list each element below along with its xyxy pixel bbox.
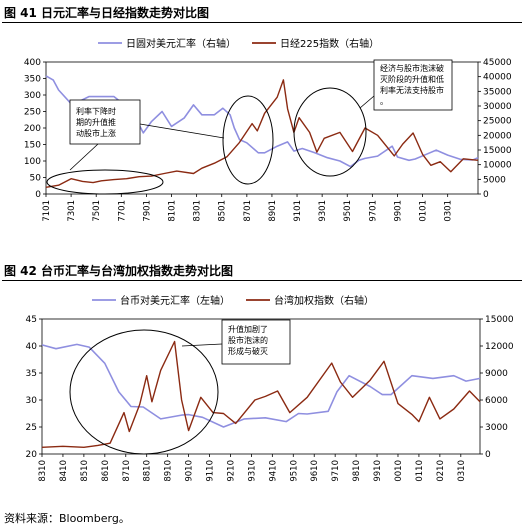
highlight-ellipse-1987 bbox=[222, 95, 274, 185]
annotation-box-3 bbox=[221, 319, 291, 365]
x-tick-label: 9101 bbox=[293, 200, 303, 222]
y-left-tick-label: 45 bbox=[26, 315, 37, 325]
y-left-tick-label: 30 bbox=[26, 396, 38, 406]
y-left-tick-label: 150 bbox=[24, 141, 41, 151]
legend-fx-label: 台币对美元汇率（左轴） bbox=[120, 294, 230, 307]
y-right-tick-label: 15000 bbox=[483, 146, 512, 156]
x-tick-label: 8410 bbox=[59, 460, 69, 482]
x-tick-label: 9110 bbox=[206, 460, 216, 482]
legend-fx-label: 日圆对美元汇率（右轴） bbox=[126, 37, 236, 50]
x-tick-label: 9910 bbox=[373, 460, 383, 482]
x-tick-label: 0301 bbox=[444, 200, 454, 222]
y-left-tick-label: 20 bbox=[26, 450, 38, 460]
highlight-ellipse-bubble bbox=[69, 329, 219, 455]
figure-42-rule bbox=[2, 280, 522, 281]
x-tick-label: 8710 bbox=[122, 460, 132, 482]
x-tick-label: 0110 bbox=[415, 460, 425, 482]
x-tick-label: 7701 bbox=[117, 200, 127, 222]
y-left-tick-label: 100 bbox=[24, 157, 41, 167]
y-left-tick-label: 350 bbox=[24, 75, 41, 85]
highlight-ellipse-1970s bbox=[46, 169, 164, 195]
annotation-arrow-3 bbox=[181, 343, 223, 347]
y-left-tick-label: 25 bbox=[26, 423, 37, 433]
x-tick-label: 8101 bbox=[168, 200, 178, 222]
x-tick-label: 7901 bbox=[142, 200, 152, 222]
source-note: 资料来源：Bloomberg。 bbox=[4, 512, 130, 525]
y-right-tick-label: 45000 bbox=[483, 58, 512, 68]
x-tick-label: 9210 bbox=[226, 460, 236, 482]
series-index-line bbox=[45, 79, 479, 188]
x-tick-label: 9310 bbox=[247, 460, 257, 482]
y-left-tick-label: 0 bbox=[35, 190, 41, 200]
y-right-tick-label: 5000 bbox=[483, 175, 506, 185]
y-right-tick-label: 10000 bbox=[483, 161, 512, 171]
x-tick-label: 7301 bbox=[67, 200, 77, 222]
series-index-line bbox=[41, 340, 481, 449]
figure-41-title: 图 41 日元汇率与日经指数走势对比图 bbox=[4, 6, 210, 20]
x-tick-label: 8301 bbox=[193, 200, 203, 222]
series-fx-line bbox=[41, 343, 481, 428]
y-right-tick-label: 6000 bbox=[485, 396, 508, 406]
x-tick-label: 9301 bbox=[318, 200, 328, 222]
annotation-box-2 bbox=[373, 59, 453, 111]
y-right-tick-label: 20000 bbox=[483, 131, 512, 141]
x-tick-label: 9810 bbox=[352, 460, 362, 482]
plot-frame bbox=[41, 318, 481, 455]
x-tick-label: 9710 bbox=[331, 460, 341, 482]
x-tick-label: 9610 bbox=[310, 460, 320, 482]
x-tick-label: 8501 bbox=[218, 200, 228, 222]
y-right-tick-label: 12000 bbox=[485, 342, 514, 352]
highlight-ellipse-1990s bbox=[293, 87, 367, 177]
x-tick-label: 9501 bbox=[343, 200, 353, 222]
x-tick-label: 9510 bbox=[289, 460, 299, 482]
annotation-arrow-1a bbox=[69, 143, 99, 171]
y-right-tick-label: 15000 bbox=[485, 315, 514, 325]
y-left-tick-label: 400 bbox=[24, 58, 41, 68]
chart-twd-taiex: 20 25 30 35 40 45 0 3000 6000 9000 12000 15000 8310 8… bbox=[26, 294, 514, 482]
annotation-text-2: 经济与股市泡沫破灭阶段的升值和低利率无法支持股市。 bbox=[380, 63, 444, 106]
x-tick-label: 8901 bbox=[268, 200, 278, 222]
y-left-tick-label: 40 bbox=[26, 342, 38, 352]
annotation-arrow-2 bbox=[359, 95, 375, 109]
x-tick-label: 9701 bbox=[368, 200, 378, 222]
y-right-tick-label: 0 bbox=[485, 450, 491, 460]
x-tick-label: 8701 bbox=[243, 200, 253, 222]
x-tick-label: 8310 bbox=[38, 460, 48, 482]
y-left-tick-label: 250 bbox=[24, 108, 41, 118]
y-right-tick-label: 25000 bbox=[483, 117, 512, 127]
y-right-tick-label: 30000 bbox=[483, 102, 512, 112]
y-right-tick-label: 9000 bbox=[485, 369, 508, 379]
x-tick-label: 8610 bbox=[101, 460, 111, 482]
y-left-tick-label: 200 bbox=[24, 124, 41, 134]
x-tick-label: 7101 bbox=[42, 200, 52, 222]
x-tick-label: 0010 bbox=[394, 460, 404, 482]
legend-index-label: 日经225指数（右轴） bbox=[280, 37, 379, 50]
x-tick-label: 0101 bbox=[419, 200, 429, 222]
annotation-text-1: 利率下降时期的升值推动股市上涨 bbox=[76, 106, 116, 138]
x-tick-label: 8810 bbox=[143, 460, 153, 482]
x-tick-label: 7501 bbox=[92, 200, 102, 222]
y-right-tick-label: 3000 bbox=[485, 423, 508, 433]
y-right-tick-label: 0 bbox=[483, 190, 489, 200]
y-left-tick-label: 50 bbox=[30, 174, 42, 184]
x-tick-label: 0310 bbox=[457, 460, 467, 482]
x-tick-label: 9901 bbox=[393, 200, 403, 222]
x-tick-label: 8910 bbox=[164, 460, 174, 482]
x-tick-label: 0210 bbox=[436, 460, 446, 482]
x-tick-label: 8510 bbox=[80, 460, 90, 482]
y-left-tick-label: 300 bbox=[24, 91, 41, 101]
y-right-tick-label: 40000 bbox=[483, 73, 512, 83]
figure-42-title: 图 42 台币汇率与台湾加权指数走势对比图 bbox=[4, 264, 234, 278]
figure-41-rule bbox=[2, 22, 522, 23]
legend-index-label: 台湾加权指数（右轴） bbox=[274, 294, 374, 307]
y-left-tick-label: 35 bbox=[26, 369, 37, 379]
annotation-text-3: 升值加剧了股市泡沫的形成与破灭 bbox=[228, 324, 268, 356]
chart-jpy-nikkei: 0 50 100 150 200 250 300 350 400 0 5000 10000 15000 2… bbox=[24, 37, 512, 222]
annotation-box-1 bbox=[69, 99, 141, 145]
annotation-arrow-1b bbox=[139, 123, 225, 139]
x-tick-label: 9010 bbox=[185, 460, 195, 482]
y-right-tick-label: 35000 bbox=[483, 87, 512, 97]
x-tick-label: 9410 bbox=[268, 460, 278, 482]
